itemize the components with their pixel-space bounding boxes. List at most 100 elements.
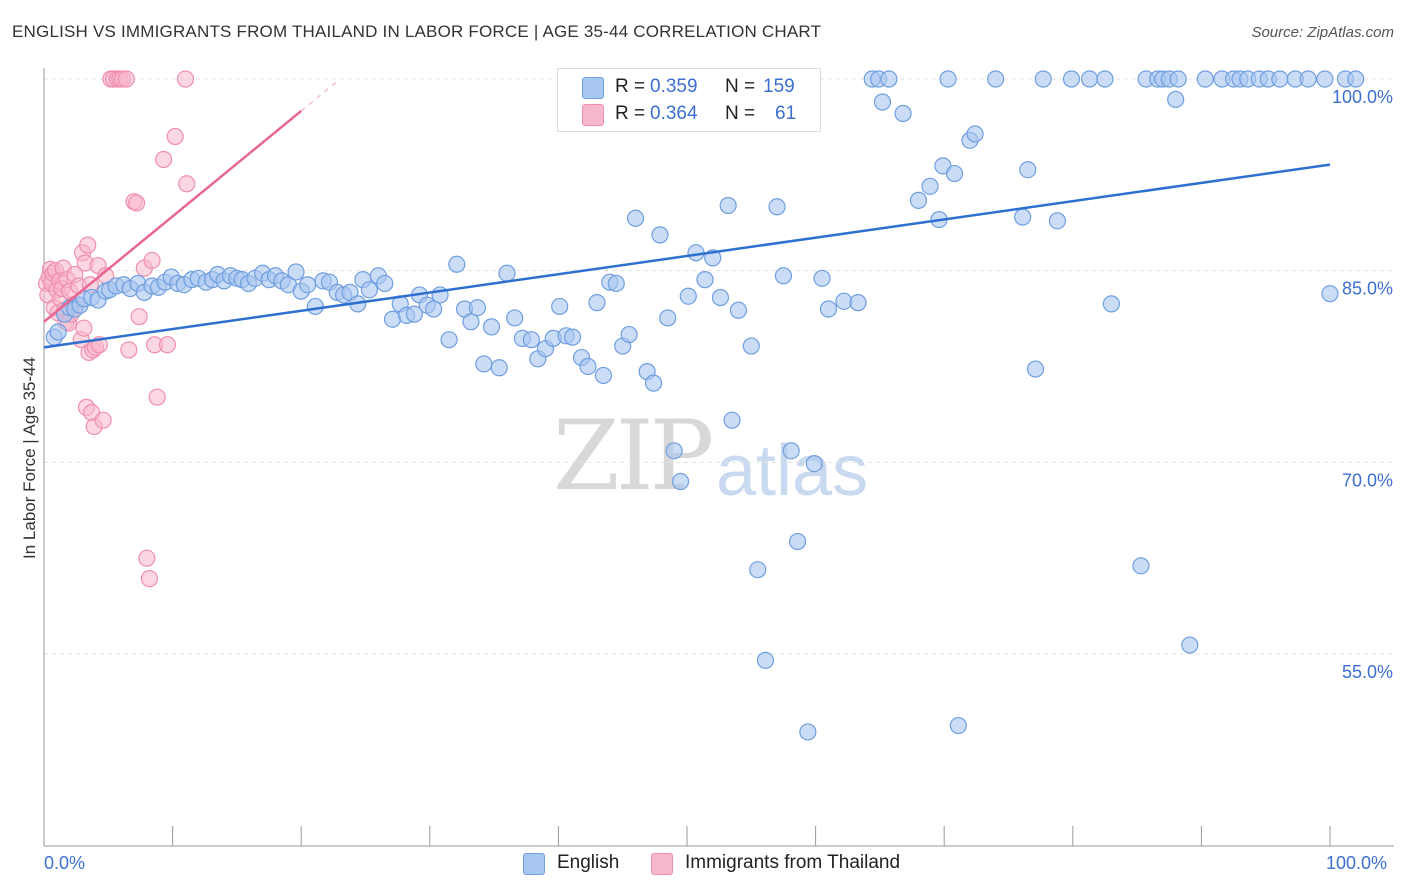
english-point [880,70,898,88]
thai-point [79,236,97,254]
thai-point [130,308,148,326]
english-point [1062,70,1081,88]
english-point [462,313,480,331]
english-point [376,274,394,293]
stats-legend: R = 0.359 N = 159 R = 0.364 N = 61 [557,68,821,132]
english-point [805,455,823,473]
thai-point [127,194,146,212]
english-point [405,305,423,323]
english-legend-icon [523,853,545,875]
x-tick-label-max: 100.0% [1326,853,1388,873]
english-point [425,300,443,318]
english-point [1167,90,1185,109]
y-tick-label: 85.0% [1342,279,1393,299]
english-point [756,651,775,669]
x-tick-label-min: 0.0% [44,853,86,873]
english-point [506,309,524,327]
english-point [671,472,690,491]
english-trend-line [43,163,1331,349]
english-point [711,288,730,307]
english-point [782,442,800,460]
y-axis-label: In Labor Force | Age 35-44 [20,357,39,559]
english-point [1096,70,1114,88]
thai-point [138,549,156,567]
english-point [607,274,625,293]
english-point [719,196,737,215]
english-point [939,70,957,88]
english-point [1181,636,1199,654]
english-point [788,532,807,551]
english-point [696,271,714,289]
english-point [1102,295,1120,313]
english-point [440,331,458,349]
english-point [620,325,638,344]
english-point [1347,70,1365,88]
thai-point [143,251,161,270]
english-point [1080,70,1099,88]
english-point [1169,70,1187,88]
english-point [1321,285,1339,303]
english-point [921,177,939,195]
english-point [665,442,683,460]
legend-n-label: N = [725,76,756,97]
bottom-legend-thai-label: Immigrants from Thailand [685,852,901,873]
english-point [626,209,645,227]
thai-trend-extension [300,78,341,112]
english-point [894,104,912,123]
english-point [579,357,597,376]
thai-point [166,127,184,146]
english-point [949,716,967,735]
legend-n-label: N = [725,103,756,124]
english-point [644,374,663,392]
legend-r-label: R = [615,76,646,97]
english-point [594,366,613,385]
y-tick-label: 100.0% [1332,87,1393,107]
thai-point [158,336,177,354]
english-point [873,93,892,111]
english-point [799,723,817,741]
legend-n-value: 159 [763,76,795,97]
thai-point [94,411,112,429]
english-point [287,263,305,281]
english-point [774,267,793,285]
chart-source: Source: ZipAtlas.com [1251,24,1394,41]
thai-swatch-icon [582,104,604,126]
english-point [987,70,1005,88]
thai-point [140,570,159,588]
english-point [1316,70,1334,88]
thai-point [178,175,196,193]
english-point [909,191,928,209]
thai-legend-icon [651,853,673,875]
english-point [1048,212,1066,230]
english-point [551,297,569,316]
english-point [563,328,582,346]
english-point [383,310,402,328]
y-tick-label: 70.0% [1342,470,1393,490]
legend-r-label: R = [615,103,646,124]
english-point [723,411,741,429]
watermark-zip: ZIP [553,400,714,512]
english-point [749,561,767,579]
english-point [588,294,606,312]
english-point [1132,557,1150,575]
legend-r-value: 0.359 [650,76,698,97]
english-point [482,318,501,336]
english-point [835,292,853,310]
y-tick-label: 55.0% [1342,662,1393,682]
english-point [1019,161,1037,179]
thai-point [148,388,166,406]
english-point [1196,70,1214,88]
english-point [49,323,67,341]
english-point [742,337,760,355]
english-point [659,309,677,327]
english-point [1014,208,1032,226]
thai-point [120,341,138,359]
english-point [475,355,493,373]
english-point [1026,360,1045,378]
legend-n-value: 61 [775,103,797,124]
english-point [522,331,540,349]
english-point [1034,70,1052,88]
bottom-legend-english-label: English [557,852,620,873]
english-point [490,359,508,377]
